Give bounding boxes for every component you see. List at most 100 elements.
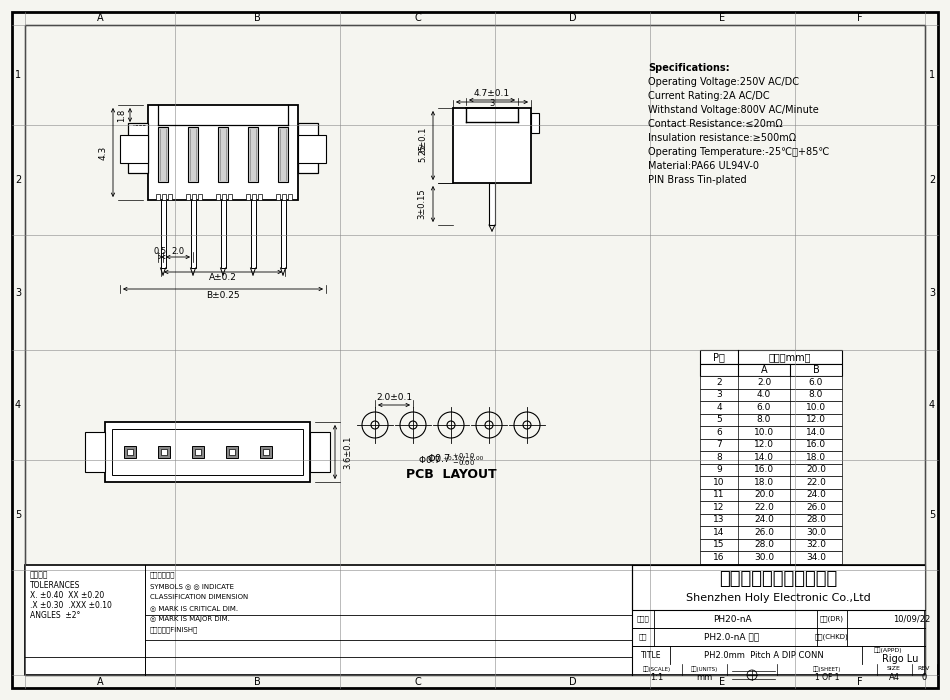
Text: A±0.2: A±0.2 bbox=[209, 274, 237, 283]
Text: 14.0: 14.0 bbox=[806, 428, 826, 437]
Text: 3: 3 bbox=[929, 288, 935, 298]
Text: 8.0: 8.0 bbox=[757, 415, 771, 424]
Text: 1: 1 bbox=[15, 70, 21, 80]
Text: 5: 5 bbox=[15, 510, 21, 520]
Bar bbox=[148, 105, 298, 200]
Bar bbox=[226, 446, 238, 458]
Text: 单位(UNITS): 单位(UNITS) bbox=[691, 666, 717, 672]
Text: 5.25: 5.25 bbox=[419, 144, 428, 162]
Text: 5: 5 bbox=[716, 415, 722, 424]
Bar bbox=[127, 449, 133, 455]
Text: 26.0: 26.0 bbox=[806, 503, 826, 512]
Text: A4: A4 bbox=[888, 673, 900, 682]
Bar bbox=[298, 135, 326, 163]
Text: 4: 4 bbox=[929, 400, 935, 410]
Bar bbox=[188, 127, 198, 182]
Bar bbox=[198, 194, 202, 200]
Bar bbox=[222, 194, 226, 200]
Text: 18.0: 18.0 bbox=[806, 453, 826, 462]
Text: Operating Voltage:250V AC/DC: Operating Voltage:250V AC/DC bbox=[648, 77, 799, 87]
Text: 4: 4 bbox=[716, 402, 722, 412]
Text: $\Phi$0.7 $^{+0.10}_{-0.00}$: $\Phi$0.7 $^{+0.10}_{-0.00}$ bbox=[427, 452, 475, 468]
Text: 26.0: 26.0 bbox=[754, 528, 774, 537]
Bar bbox=[25, 565, 925, 675]
Bar bbox=[700, 538, 842, 551]
Text: Φ0.7 ⁺⁰⋅¹⁰/₋⁰⋅⁰⁰: Φ0.7 ⁺⁰⋅¹⁰/₋⁰⋅⁰⁰ bbox=[419, 456, 484, 465]
Text: 24.0: 24.0 bbox=[754, 515, 774, 524]
Bar bbox=[700, 414, 842, 426]
Text: Withstand Voltage:800V AC/Minute: Withstand Voltage:800V AC/Minute bbox=[648, 105, 819, 115]
Text: 初制(DR): 初制(DR) bbox=[820, 616, 844, 622]
Bar bbox=[120, 135, 148, 163]
Text: 0.5: 0.5 bbox=[154, 246, 167, 256]
Bar bbox=[258, 194, 262, 200]
Text: 2.0±0.1: 2.0±0.1 bbox=[376, 393, 412, 402]
Text: 6±0.1: 6±0.1 bbox=[419, 127, 428, 152]
Text: PH2.0mm  Pitch A DIP CONN: PH2.0mm Pitch A DIP CONN bbox=[704, 650, 824, 659]
Text: PCB  LAYOUT: PCB LAYOUT bbox=[406, 468, 496, 480]
Bar bbox=[263, 449, 269, 455]
Bar bbox=[192, 194, 196, 200]
Text: C: C bbox=[414, 13, 421, 23]
Bar bbox=[218, 127, 228, 182]
Bar bbox=[276, 194, 280, 200]
Bar bbox=[700, 376, 842, 389]
Text: REV: REV bbox=[918, 666, 930, 671]
Text: 2.0: 2.0 bbox=[171, 246, 184, 256]
Text: Specifications:: Specifications: bbox=[648, 63, 730, 73]
Text: PIN Brass Tin-plated: PIN Brass Tin-plated bbox=[648, 175, 747, 185]
Bar bbox=[85, 432, 105, 472]
Bar bbox=[700, 501, 842, 514]
Text: 4.0: 4.0 bbox=[757, 391, 771, 399]
Text: 18.0: 18.0 bbox=[754, 477, 774, 486]
Text: 尺寸（mm）: 尺寸（mm） bbox=[769, 352, 811, 362]
Text: 6.0: 6.0 bbox=[808, 378, 824, 386]
Bar bbox=[248, 127, 258, 182]
Text: .X ±0.30  .XXX ±0.10: .X ±0.30 .XXX ±0.10 bbox=[30, 601, 112, 610]
Text: B: B bbox=[812, 365, 819, 375]
Text: 30.0: 30.0 bbox=[754, 553, 774, 561]
Bar bbox=[246, 194, 250, 200]
Text: X. ±0.40  XX ±0.20: X. ±0.40 XX ±0.20 bbox=[30, 591, 104, 599]
Bar bbox=[105, 422, 310, 482]
Bar bbox=[128, 123, 148, 173]
Text: 4: 4 bbox=[15, 400, 21, 410]
Text: Material:PA66 UL94V-0: Material:PA66 UL94V-0 bbox=[648, 161, 759, 171]
Bar bbox=[229, 449, 235, 455]
Text: 6: 6 bbox=[716, 428, 722, 437]
Text: 1 OF 1: 1 OF 1 bbox=[815, 673, 839, 682]
Text: PH2.0-nA 直针: PH2.0-nA 直针 bbox=[705, 633, 760, 641]
Bar bbox=[280, 200, 286, 268]
Text: 3±0.15: 3±0.15 bbox=[417, 189, 427, 219]
Bar bbox=[156, 194, 160, 200]
Text: 9: 9 bbox=[716, 466, 722, 475]
Text: E: E bbox=[719, 13, 726, 23]
Text: 4.7±0.1: 4.7±0.1 bbox=[474, 90, 510, 99]
Bar bbox=[700, 426, 842, 438]
Text: 一般公差: 一般公差 bbox=[30, 570, 48, 580]
Bar bbox=[252, 194, 256, 200]
Bar bbox=[700, 476, 842, 489]
Text: 表面处理（FINISH）: 表面处理（FINISH） bbox=[150, 626, 199, 634]
Text: Contact Resistance:≤20mΩ: Contact Resistance:≤20mΩ bbox=[648, 119, 783, 129]
Text: 34.0: 34.0 bbox=[806, 553, 826, 561]
Bar bbox=[195, 449, 201, 455]
Text: C: C bbox=[414, 677, 421, 687]
Text: 2: 2 bbox=[716, 378, 722, 386]
Bar bbox=[260, 446, 272, 458]
Bar bbox=[278, 127, 288, 182]
Bar bbox=[298, 123, 318, 173]
Text: CLASSIFICATION DIMENSION: CLASSIFICATION DIMENSION bbox=[150, 594, 248, 600]
Bar bbox=[700, 489, 842, 501]
Text: 1.8: 1.8 bbox=[118, 108, 126, 122]
Text: SIZE: SIZE bbox=[887, 666, 901, 671]
Bar bbox=[186, 194, 190, 200]
Bar bbox=[700, 438, 842, 451]
Bar bbox=[158, 127, 168, 182]
Text: Current Rating:2A AC/DC: Current Rating:2A AC/DC bbox=[648, 91, 770, 101]
Bar bbox=[158, 446, 170, 458]
Text: Insulation resistance:≥500mΩ: Insulation resistance:≥500mΩ bbox=[648, 133, 796, 143]
Text: 30.0: 30.0 bbox=[806, 528, 826, 537]
Text: 2: 2 bbox=[929, 175, 935, 185]
Text: 16.0: 16.0 bbox=[806, 440, 826, 449]
